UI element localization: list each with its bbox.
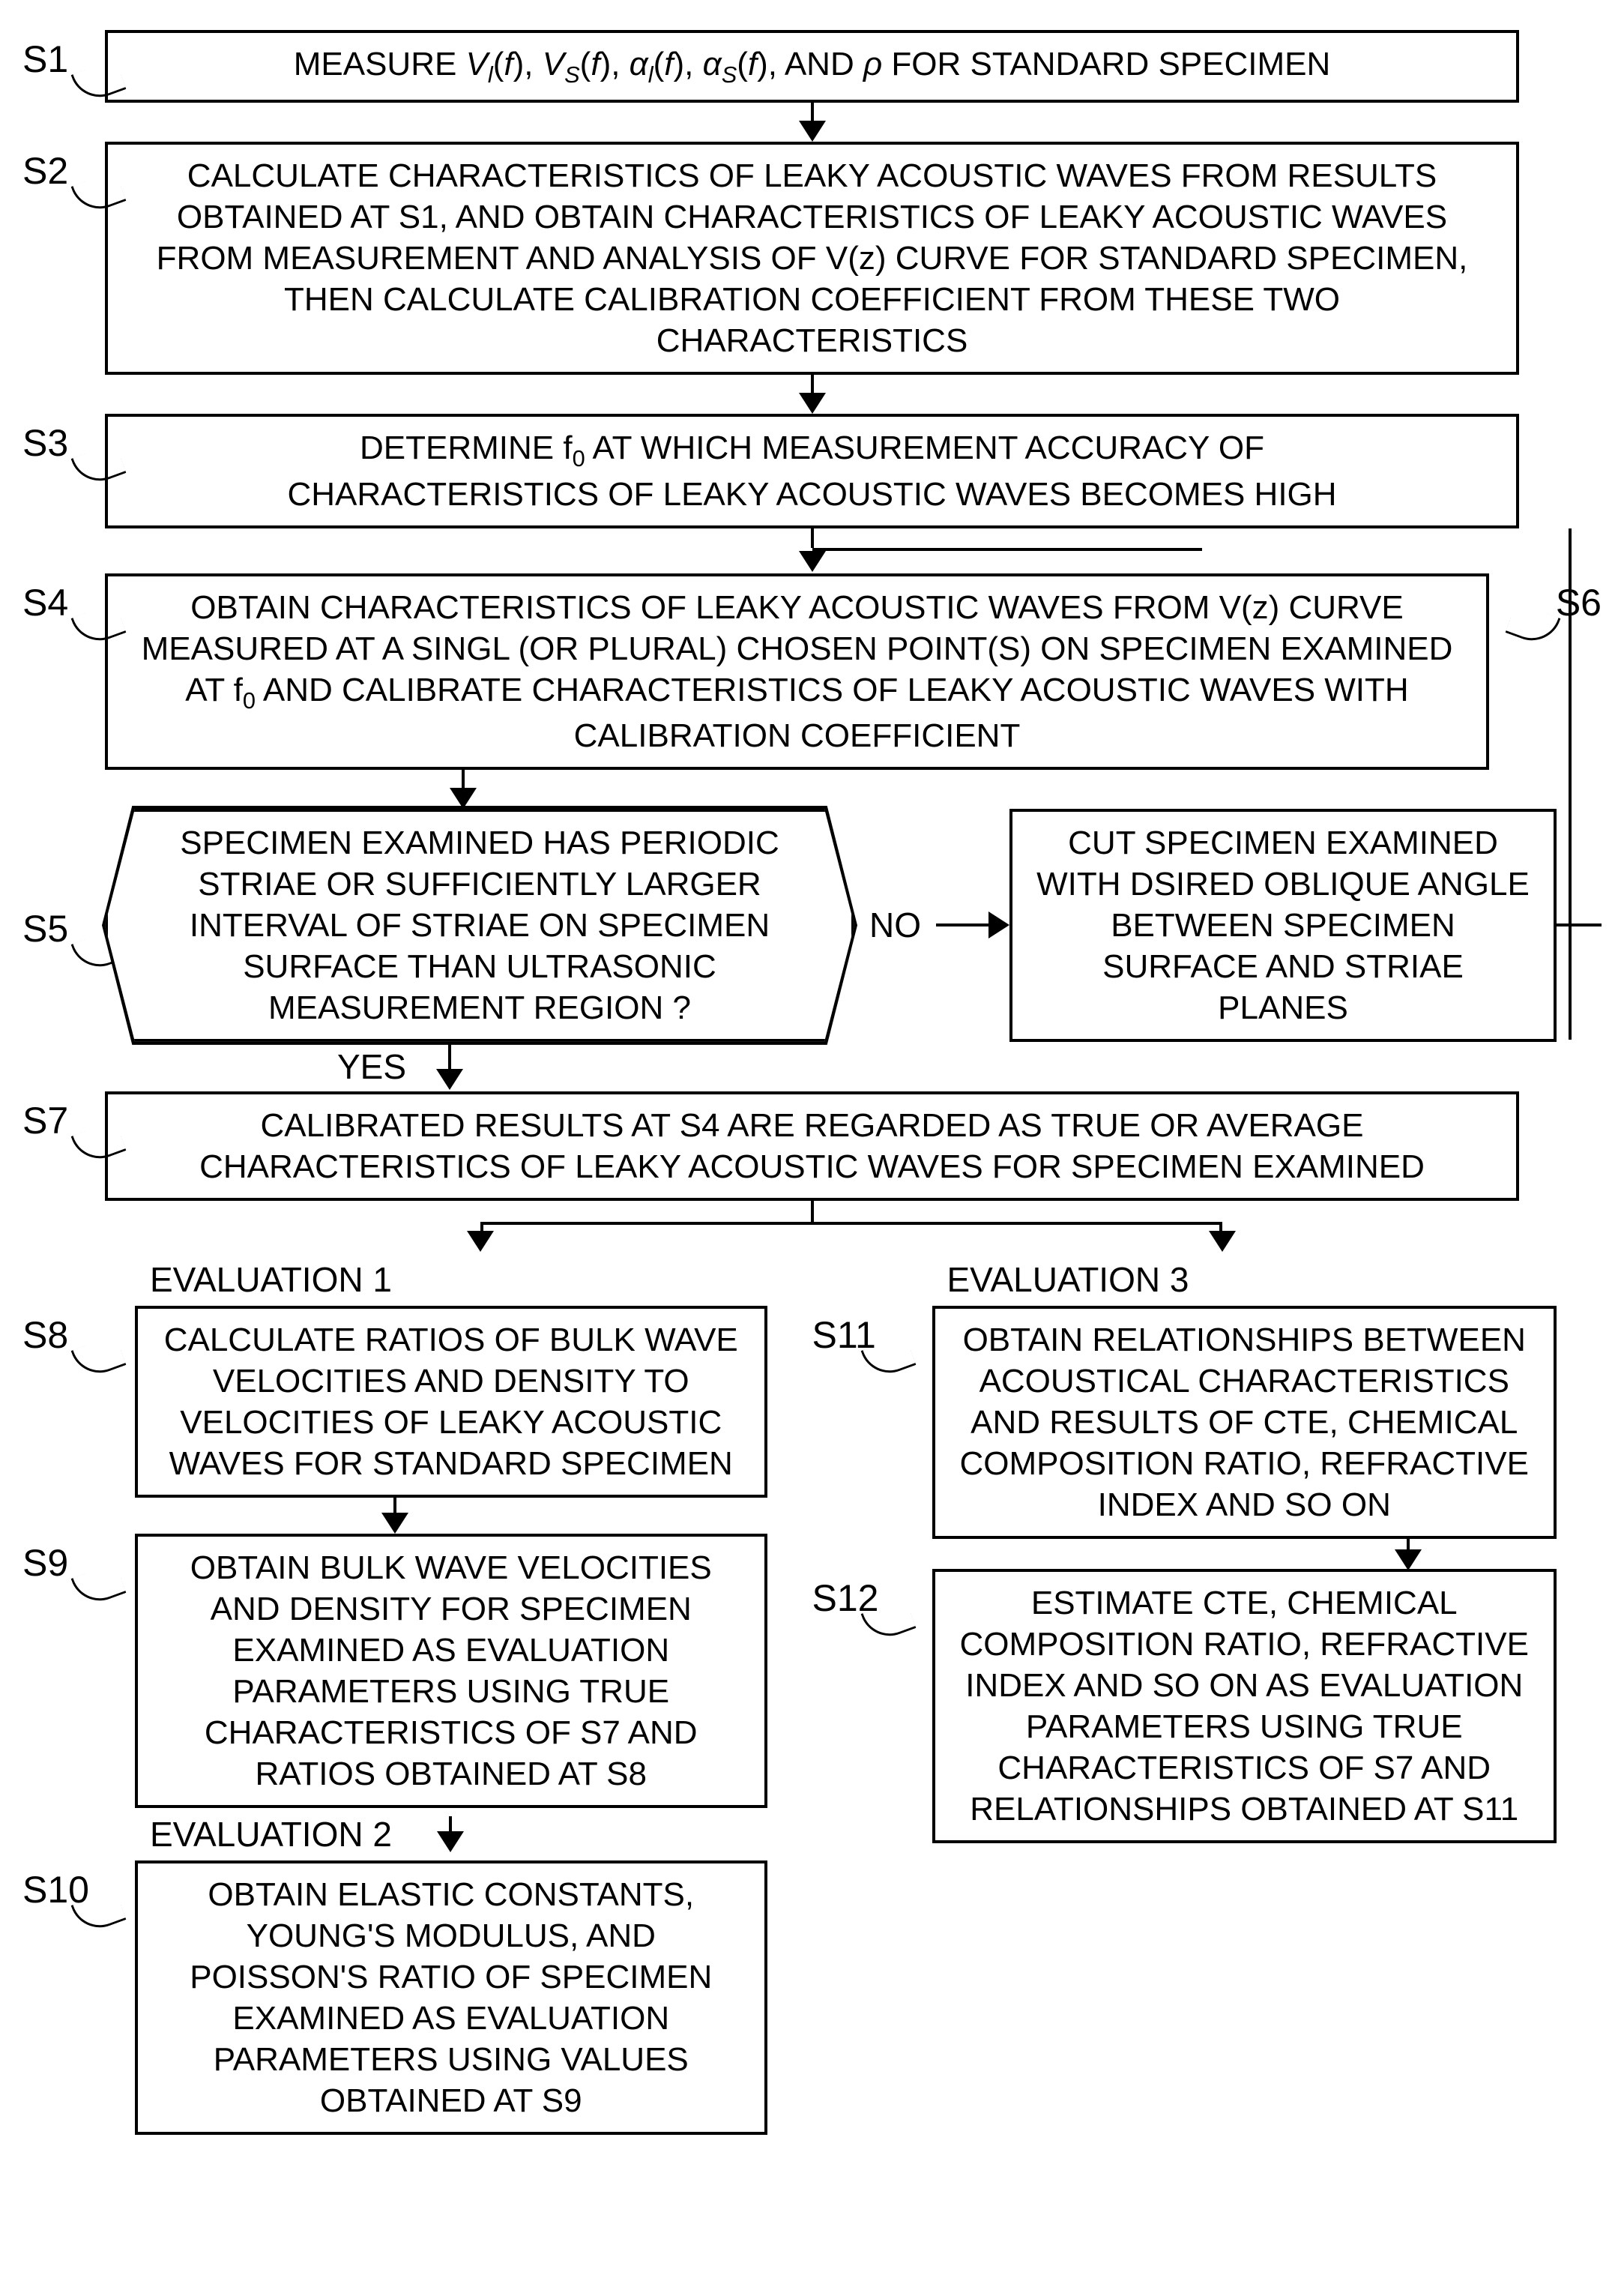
box-s7: CALIBRATED RESULTS AT S4 ARE REGARDED AS… bbox=[105, 1091, 1519, 1201]
decision-s5: SPECIMEN EXAMINED HAS PERIODIC STRIAE OR… bbox=[105, 809, 854, 1042]
label-s3: S3 bbox=[22, 414, 105, 528]
row-s10: S10 OBTAIN ELASTIC CONSTANTS, YOUNG'S MO… bbox=[22, 1860, 767, 2135]
label-s6: S6 bbox=[1489, 573, 1602, 770]
label-s8: S8 bbox=[22, 1306, 135, 1498]
label-s1: S1 bbox=[22, 30, 105, 103]
row-s3: S3 DETERMINE f0 AT WHICH MEASUREMENT ACC… bbox=[22, 414, 1602, 528]
yes-row: YES bbox=[322, 1042, 463, 1091]
conn-s11-s12 bbox=[1395, 1539, 1422, 1570]
conn-s1-s2 bbox=[799, 103, 826, 142]
label-s7: S7 bbox=[22, 1091, 105, 1201]
box-s6: CUT SPECIMEN EXAMINED WITH DSIRED OBLIQU… bbox=[1009, 809, 1557, 1042]
row-s5-s6: S5 SPECIMEN EXAMINED HAS PERIODIC STRIAE… bbox=[22, 809, 1602, 1042]
row-s9: S9 OBTAIN BULK WAVE VELOCITIES AND DENSI… bbox=[22, 1534, 767, 1808]
box-s11: OBTAIN RELATIONSHIPS BETWEEN ACOUSTICAL … bbox=[932, 1306, 1557, 1539]
eval3-label: EVALUATION 3 bbox=[932, 1253, 1189, 1306]
decision-s5-border: SPECIMEN EXAMINED HAS PERIODIC STRIAE OR… bbox=[105, 809, 854, 1042]
row-s7: S7 CALIBRATED RESULTS AT S4 ARE REGARDED… bbox=[22, 1091, 1602, 1201]
eval2-label: EVALUATION 2 bbox=[135, 1808, 392, 1860]
conn-s6-feedback bbox=[1557, 923, 1602, 926]
arrow-no bbox=[988, 912, 1009, 938]
box-s12: ESTIMATE CTE, CHEMICAL COMPOSITION RATIO… bbox=[932, 1569, 1557, 1843]
box-s10: OBTAIN ELASTIC CONSTANTS, YOUNG'S MODULU… bbox=[135, 1860, 767, 2135]
box-s1: MEASURE Vl(f), VS(f), αl(f), αS(f), AND … bbox=[105, 30, 1519, 103]
yes-label: YES bbox=[322, 1042, 421, 1091]
label-s11: S11 bbox=[812, 1306, 932, 1539]
conn-s4-s5 bbox=[450, 770, 477, 809]
box-s2: CALCULATE CHARACTERISTICS OF LEAKY ACOUS… bbox=[105, 142, 1519, 375]
conn-s7-split bbox=[22, 1201, 1602, 1253]
label-s4: S4 bbox=[22, 573, 105, 770]
label-s12: S12 bbox=[812, 1569, 932, 1843]
box-s8: CALCULATE RATIOS OF BULK WAVE VELOCITIES… bbox=[135, 1306, 767, 1498]
row-s4: S4 OBTAIN CHARACTERISTICS OF LEAKY ACOUS… bbox=[22, 573, 1602, 770]
no-label: NO bbox=[854, 900, 936, 950]
flowchart-root: S1 MEASURE Vl(f), VS(f), αl(f), αS(f), A… bbox=[22, 30, 1602, 2135]
conn-s2-s3 bbox=[799, 375, 826, 414]
label-s10: S10 bbox=[22, 1860, 135, 2135]
label-s9: S9 bbox=[22, 1534, 135, 1808]
eval1-label: EVALUATION 1 bbox=[135, 1253, 392, 1306]
box-s4: OBTAIN CHARACTERISTICS OF LEAKY ACOUSTIC… bbox=[105, 573, 1489, 770]
row-s11: S11 OBTAIN RELATIONSHIPS BETWEEN ACOUSTI… bbox=[812, 1306, 1557, 1539]
label-s2: S2 bbox=[22, 142, 105, 375]
label-s5: S5 bbox=[22, 900, 105, 950]
box-s9: OBTAIN BULK WAVE VELOCITIES AND DENSITY … bbox=[135, 1534, 767, 1808]
conn-s3-s4 bbox=[22, 528, 1602, 573]
row-s12: S12 ESTIMATE CTE, CHEMICAL COMPOSITION R… bbox=[812, 1569, 1557, 1843]
row-s1: S1 MEASURE Vl(f), VS(f), αl(f), αS(f), A… bbox=[22, 30, 1602, 103]
box-s3: DETERMINE f0 AT WHICH MEASUREMENT ACCURA… bbox=[105, 414, 1519, 528]
row-s2: S2 CALCULATE CHARACTERISTICS OF LEAKY AC… bbox=[22, 142, 1602, 375]
row-s8: S8 CALCULATE RATIOS OF BULK WAVE VELOCIT… bbox=[22, 1306, 767, 1498]
evaluation-columns: EVALUATION 1 S8 CALCULATE RATIOS OF BULK… bbox=[22, 1253, 1602, 2135]
conn-s8-s9 bbox=[22, 1498, 767, 1534]
